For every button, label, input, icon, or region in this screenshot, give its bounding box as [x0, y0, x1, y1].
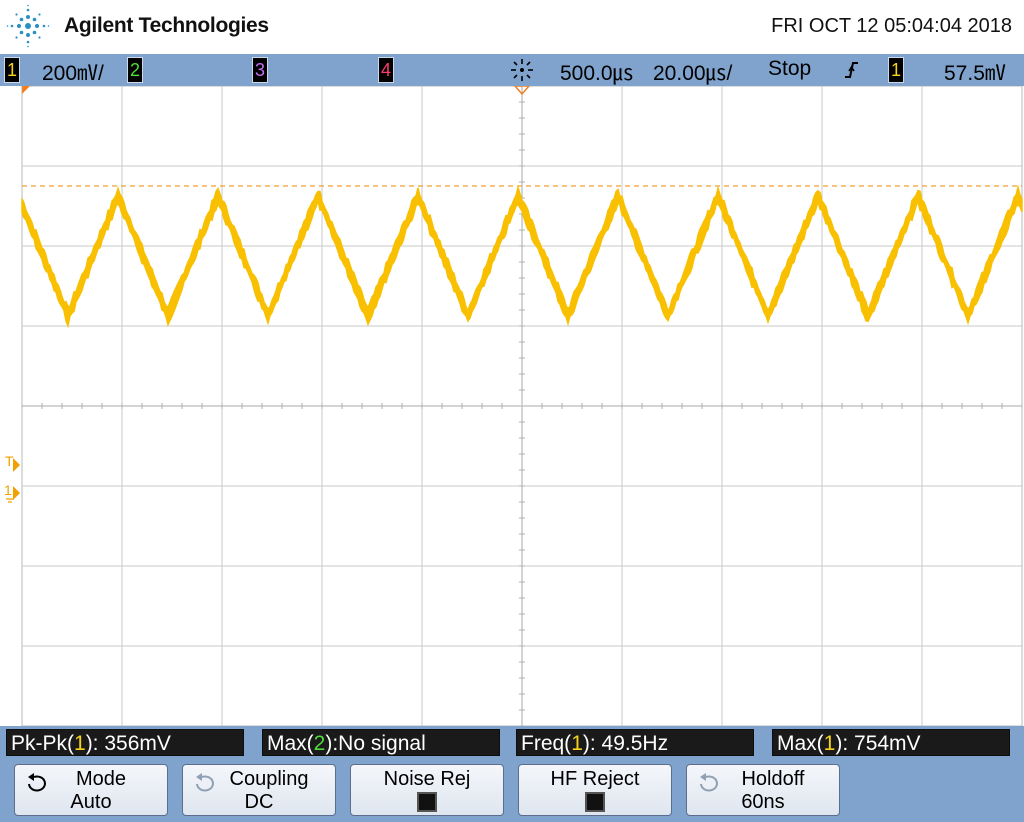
time-delay[interactable]: 500.0㎲ [560, 62, 634, 85]
coupling-value: DC [244, 791, 274, 813]
brand-name: Agilent Technologies [64, 14, 269, 37]
noise-rej-checkbox[interactable] [417, 792, 437, 812]
channel-3-indicator[interactable]: 3 [252, 57, 268, 83]
bottom-panel: Pk-Pk(1): 356mV Max(2):No signal Freq(1)… [0, 726, 1024, 822]
measurement-label: Max( [267, 732, 314, 755]
hf-reject-softkey[interactable]: HF Reject [518, 764, 672, 816]
measurement-value: ): 356mV [85, 732, 171, 755]
noise-rej-softkey[interactable]: Noise Rej [350, 764, 504, 816]
rotate-arrow-icon [196, 773, 214, 792]
measurement-label: Pk-Pk( [11, 732, 74, 755]
measurement-freq: Freq(1): 49.5Hz [516, 729, 754, 756]
measurement-channel: 1 [823, 732, 836, 755]
holdoff-value: 60ns [741, 791, 785, 813]
channel-1-waveform [21, 184, 1023, 329]
channel-4-indicator[interactable]: 4 [378, 57, 394, 83]
trigger-source-number: 1 [888, 57, 904, 83]
measurement-value: ): 754mV [835, 732, 921, 755]
mode-softkey[interactable]: Mode Auto [14, 764, 168, 816]
channel-4-number: 4 [378, 57, 394, 83]
coupling-label: Coupling [229, 768, 309, 790]
channel-1-ground-marker: 1 [4, 482, 12, 498]
graticule: T1 [4, 86, 1023, 726]
measurement-value: ):No signal [325, 732, 426, 755]
measurement-label: Freq( [521, 732, 572, 755]
agilent-spark-icon [6, 4, 50, 48]
trigger-level-marker: T [5, 453, 14, 469]
rising-edge-icon [845, 62, 858, 78]
mode-label: Mode [75, 768, 127, 790]
channel-1-ground-arrow [13, 486, 20, 500]
date-time: FRI OCT 12 05:04:04 2018 [771, 15, 1012, 37]
holdoff-softkey[interactable]: Holdoff 60ns [686, 764, 840, 816]
measurement-value: ): 49.5Hz [582, 732, 669, 755]
noise-rej-label: Noise Rej [383, 768, 471, 790]
time-scale[interactable]: 20.00㎲/ [653, 62, 733, 85]
coupling-softkey[interactable]: Coupling DC [182, 764, 336, 816]
trigger-level[interactable]: 57.5㎷ [944, 62, 1006, 85]
rotate-arrow-icon [700, 773, 718, 792]
channel-1-scale[interactable]: 200㎷/ [42, 62, 104, 85]
holdoff-label: Holdoff [741, 768, 805, 790]
measurement-max-ch2: Max(2):No signal [262, 729, 500, 756]
rotate-arrow-icon [28, 773, 46, 792]
trigger-burst-icon [511, 59, 533, 81]
channel-3-number: 3 [252, 57, 268, 83]
hf-reject-checkbox[interactable] [585, 792, 605, 812]
trigger-level-arrow [13, 458, 20, 472]
hf-reject-label: HF Reject [550, 768, 640, 790]
measurement-channel: 1 [74, 732, 86, 755]
measurement-label: Max( [777, 732, 824, 755]
run-state[interactable]: Stop [768, 57, 812, 80]
measurement-channel: 2 [313, 732, 326, 755]
trigger-position-marker [514, 86, 530, 96]
time-reference-marker [22, 86, 30, 94]
mode-value: Auto [70, 791, 112, 813]
channel-1-indicator[interactable]: 1 [4, 57, 20, 83]
channel-1-number: 1 [4, 57, 20, 83]
channel-2-indicator[interactable]: 2 [127, 57, 143, 83]
measurement-pk-pk: Pk-Pk(1): 356mV [6, 729, 244, 756]
measurement-max-ch1: Max(1): 754mV [772, 729, 1010, 756]
trigger-source[interactable]: 1 [888, 57, 904, 83]
channel-2-number: 2 [127, 57, 143, 83]
header: Agilent Technologies FRI OCT 12 05:04:04… [0, 0, 1024, 54]
ground-symbol [6, 498, 14, 503]
measurement-channel: 1 [571, 732, 583, 755]
status-bar: 1 200㎷/ 2 3 4 500.0㎲ 20.00㎲/ Stop 1 57.5… [0, 54, 1024, 86]
